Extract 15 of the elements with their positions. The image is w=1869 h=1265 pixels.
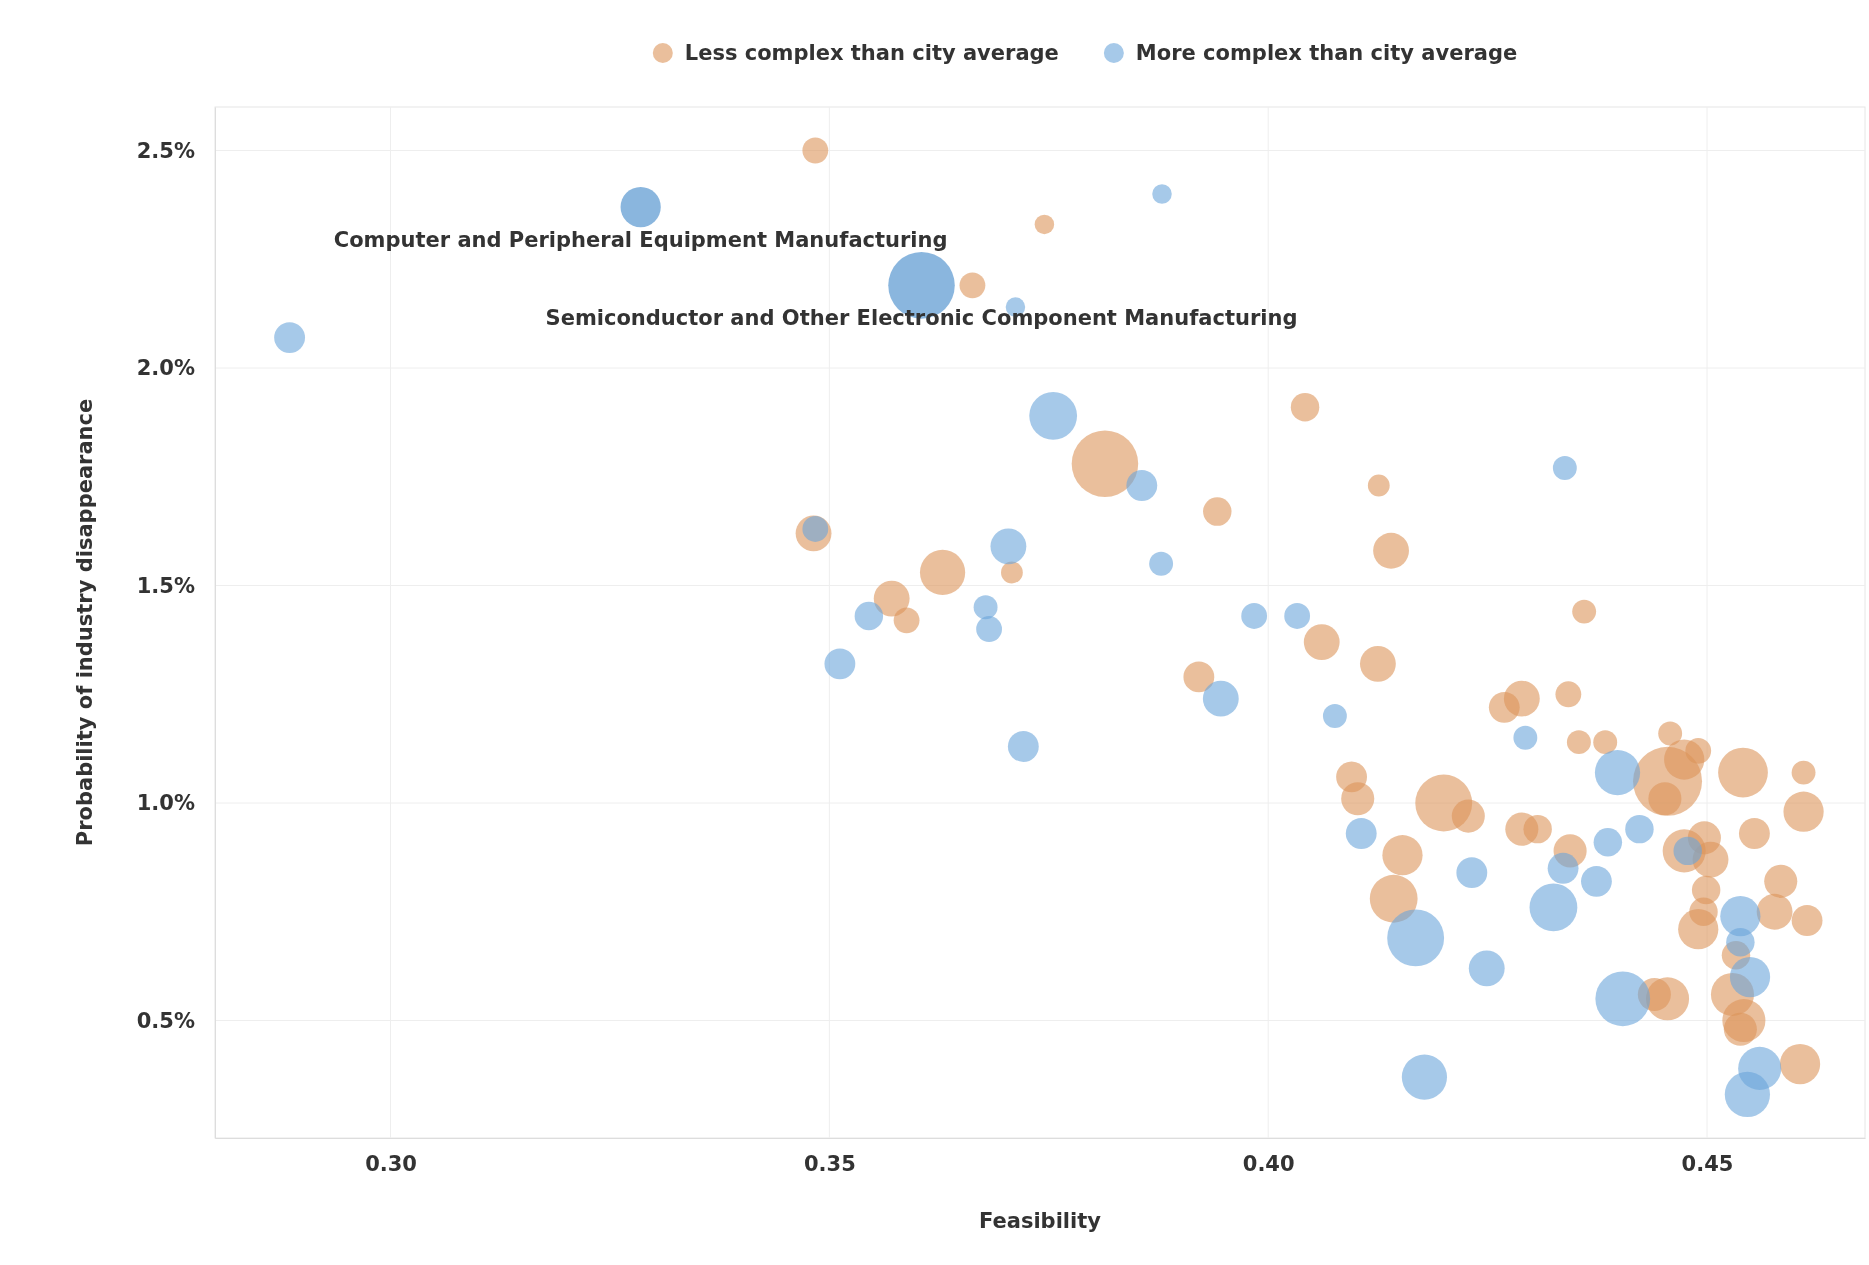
y-tick-label: 1.5% bbox=[136, 573, 195, 598]
legend-label: Less complex than city average bbox=[684, 41, 1059, 65]
y-tick-label: 1.0% bbox=[136, 791, 195, 816]
annotation: Computer and Peripheral Equipment Manufacturing bbox=[333, 228, 948, 253]
y-tick-label: 2.0% bbox=[136, 356, 195, 381]
y-axis-title: Probability of industry disappearance bbox=[73, 398, 97, 847]
x-tick-label: 0.30 bbox=[365, 1151, 417, 1176]
y-tick-label: 0.5% bbox=[136, 1008, 195, 1033]
x-tick-label: 0.45 bbox=[1681, 1151, 1734, 1176]
annotation: Semiconductor and Other Electronic Component Manufacturing bbox=[545, 306, 1298, 331]
x-axis-title: Feasibility bbox=[979, 1209, 1102, 1233]
legend-label: More complex than city average bbox=[1135, 41, 1518, 65]
x-tick-label: 0.40 bbox=[1242, 1151, 1295, 1176]
y-tick-label: 2.5% bbox=[136, 138, 195, 163]
x-tick-label: 0.35 bbox=[803, 1151, 856, 1176]
